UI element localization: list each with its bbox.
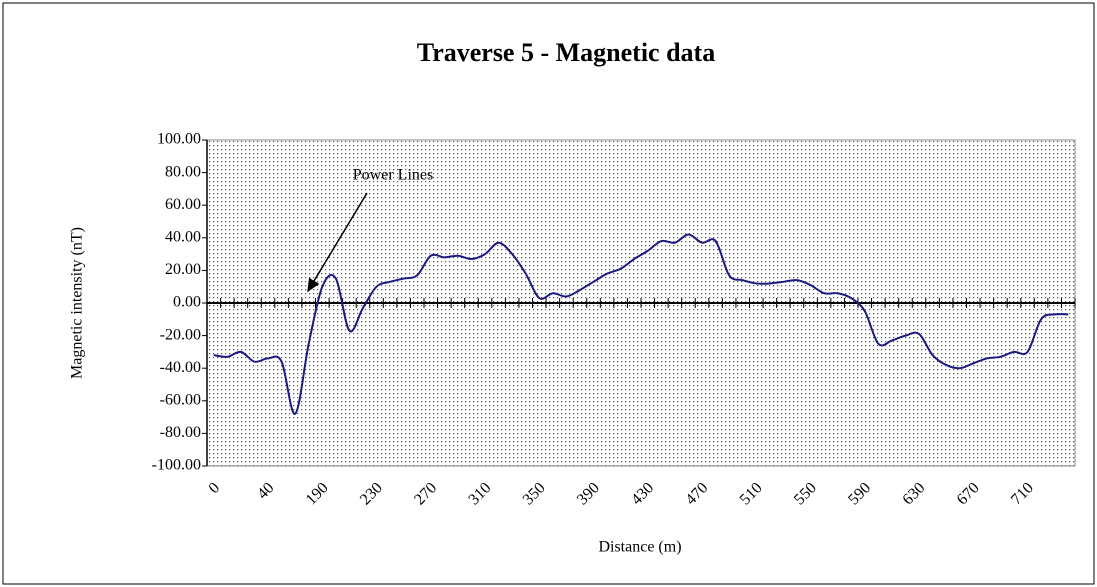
y-tick-label: -20.00 xyxy=(160,326,201,343)
y-tick-label: 40.00 xyxy=(165,228,201,245)
annotation-arrow xyxy=(307,192,368,293)
x-axis-label: Distance (m) xyxy=(598,539,681,556)
chart-title: Traverse 5 - Magnetic data xyxy=(417,38,715,67)
y-tick-label: 80.00 xyxy=(165,163,201,180)
data-line xyxy=(213,233,1069,415)
y-axis-label: Magnetic intensity (nT) xyxy=(69,227,86,379)
y-tick-label: 100.00 xyxy=(157,131,201,148)
y-tick-label: -80.00 xyxy=(160,424,201,441)
y-tick-label: 0.00 xyxy=(173,294,201,311)
y-tick-label: -60.00 xyxy=(160,391,201,408)
annotation: Power Lines xyxy=(353,167,433,184)
y-tick-label: -40.00 xyxy=(160,359,201,376)
y-tick-label: 60.00 xyxy=(165,196,201,213)
y-tick-label: -100.00 xyxy=(152,457,201,474)
y-tick-label: 20.00 xyxy=(165,261,201,278)
